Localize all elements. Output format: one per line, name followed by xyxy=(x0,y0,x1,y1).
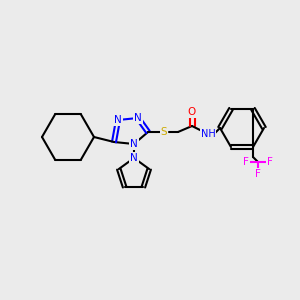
Text: F: F xyxy=(243,157,249,167)
Text: N: N xyxy=(130,153,138,163)
Text: F: F xyxy=(255,169,261,179)
Text: O: O xyxy=(188,107,196,117)
Text: N: N xyxy=(134,113,142,123)
Text: N: N xyxy=(114,115,122,125)
Text: F: F xyxy=(267,157,273,167)
Text: S: S xyxy=(161,127,167,137)
Text: NH: NH xyxy=(201,129,215,139)
Text: N: N xyxy=(130,139,138,149)
